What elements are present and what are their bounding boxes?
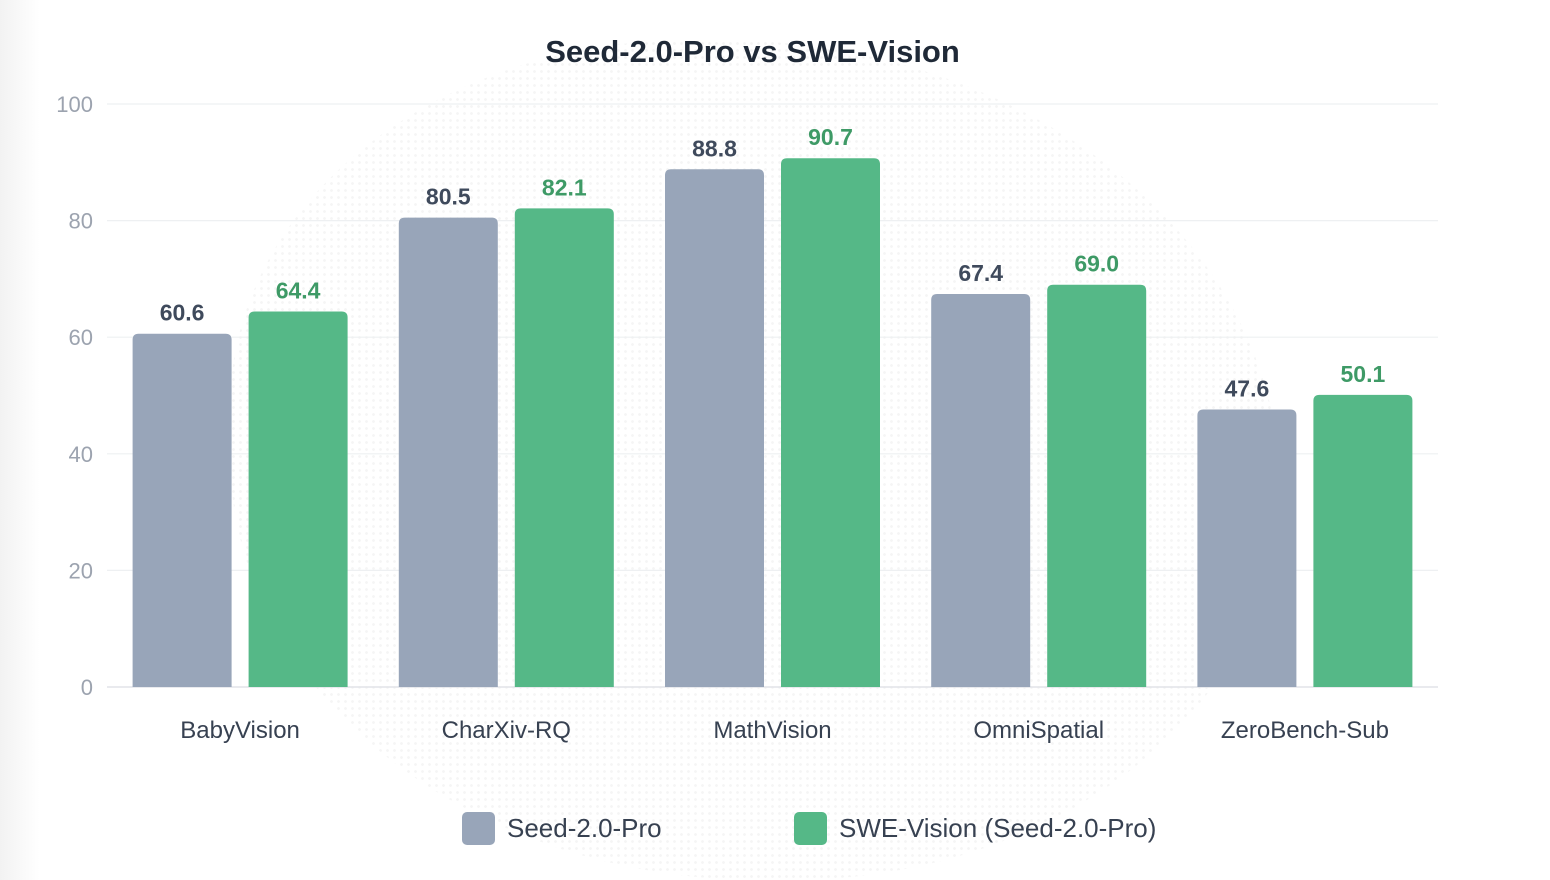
legend-item-seed[interactable]: Seed-2.0-Pro (462, 812, 662, 845)
bar (931, 294, 1031, 687)
bar (1047, 284, 1147, 687)
bar-value-label: 47.6 (1225, 375, 1270, 401)
bar-value-label: 60.6 (160, 300, 205, 326)
bar-value-label: 50.1 (1341, 361, 1386, 387)
x-tick-label: BabyVision (180, 717, 300, 744)
y-tick-label: 80 (69, 209, 93, 234)
y-tick-label: 40 (69, 442, 93, 467)
legend: Seed-2.0-Pro SWE-Vision (Seed-2.0-Pro) (0, 812, 1550, 848)
x-tick-label: CharXiv-RQ (442, 717, 571, 744)
bar-value-label: 64.4 (276, 278, 321, 304)
x-tick-label: ZeroBench-Sub (1221, 717, 1389, 744)
bar (132, 333, 232, 687)
legend-swatch-swe-vision (794, 812, 827, 845)
y-tick-label: 20 (69, 558, 93, 583)
bar (781, 158, 880, 687)
bar (248, 311, 348, 687)
bar (1197, 409, 1297, 687)
bar-value-label: 80.5 (426, 184, 471, 210)
y-tick-label: 0 (81, 675, 93, 700)
legend-label-swe-vision: SWE-Vision (Seed-2.0-Pro) (839, 813, 1157, 843)
chart-title: Seed-2.0-Pro vs SWE-Vision (545, 34, 960, 69)
bar-value-label: 69.0 (1074, 251, 1119, 277)
y-tick-label: 60 (69, 325, 93, 350)
y-tick-label: 100 (56, 92, 93, 117)
bar (398, 217, 498, 687)
legend-item-swe-vision[interactable]: SWE-Vision (Seed-2.0-Pro) (794, 812, 1156, 845)
bar-value-label: 90.7 (808, 124, 853, 150)
window-edge (0, 0, 40, 880)
legend-label-seed: Seed-2.0-Pro (507, 813, 662, 843)
bar (514, 208, 614, 687)
x-tick-label: MathVision (713, 717, 831, 744)
x-tick-label: OmniSpatial (973, 717, 1104, 744)
legend-swatch-seed (462, 812, 495, 845)
bar (1313, 394, 1413, 687)
bar-value-label: 67.4 (958, 260, 1003, 286)
bar-value-label: 88.8 (692, 135, 737, 161)
bar (665, 169, 764, 687)
bar-value-label: 82.1 (542, 174, 587, 200)
